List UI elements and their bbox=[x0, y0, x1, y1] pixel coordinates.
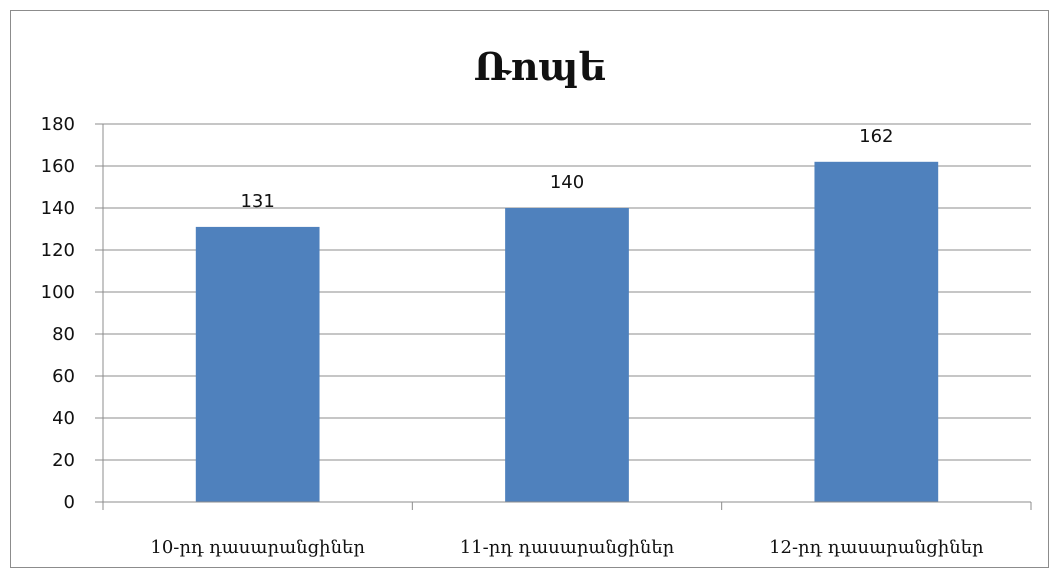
y-tick-label: 0 bbox=[64, 492, 75, 513]
x-category-label: 10-րդ դասարանցիներ bbox=[150, 537, 365, 558]
y-tick-label: 20 bbox=[52, 450, 75, 471]
x-axis-categories: 10-րդ դասարանցիներ 11-րդ դասարանցիներ 12-ր… bbox=[102, 502, 1032, 558]
y-axis-ticks: 0 20 40 60 80 100 120 140 160 180 bbox=[41, 114, 104, 513]
data-label: 140 bbox=[550, 172, 584, 193]
data-label: 162 bbox=[859, 126, 893, 147]
bars bbox=[195, 161, 939, 503]
y-tick-label: 180 bbox=[41, 114, 75, 135]
x-category-label: 12-րդ դասարանցիներ bbox=[769, 537, 984, 558]
y-tick-label: 160 bbox=[41, 156, 75, 177]
data-labels: 131 140 162 bbox=[240, 126, 893, 212]
chart-title: Ռոպե bbox=[474, 44, 607, 89]
bar bbox=[505, 208, 629, 502]
y-tick-label: 80 bbox=[52, 324, 75, 345]
y-tick-label: 60 bbox=[52, 366, 75, 387]
bar bbox=[195, 226, 320, 502]
bar bbox=[814, 161, 939, 503]
x-category-label: 11-րդ դասարանցիներ bbox=[460, 537, 675, 558]
data-label: 131 bbox=[240, 191, 274, 212]
y-tick-label: 120 bbox=[41, 240, 75, 261]
y-tick-label: 140 bbox=[41, 198, 75, 219]
y-tick-label: 100 bbox=[41, 282, 75, 303]
y-tick-label: 40 bbox=[52, 408, 75, 429]
